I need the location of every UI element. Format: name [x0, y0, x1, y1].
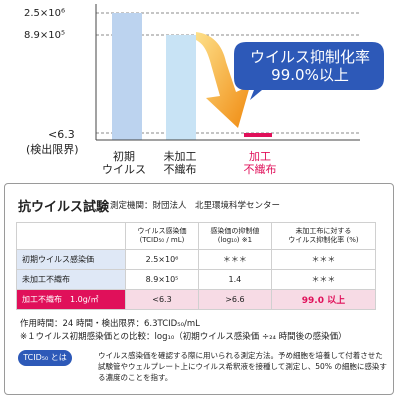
table-row: 未加工不織布 8.9×10⁵ 1.4 ＊＊＊: [16, 269, 377, 290]
results-table: ウイルス感染価 (TCID₅₀ / mL) 感染価の抑制値 (log₁₀) ※1…: [16, 222, 377, 310]
table-cell: 8.9×10⁵: [125, 269, 199, 290]
table-row-highlight: 加工不織布 1.0g/㎡ <6.3 >6.6 99.0 以上: [16, 289, 377, 310]
table-cell: 2.5×10⁶: [125, 249, 199, 270]
table-cell: 1.4: [197, 269, 272, 290]
table-header-cell: [16, 222, 126, 250]
bar: [244, 133, 272, 137]
callout-text: ウイルス抑制化率 99.0%以上: [236, 48, 384, 84]
measurement-org: 測定機関：財団法人 北里環境科学センター: [110, 201, 281, 211]
table-row: 初期ウイルス感染価 2.5×10⁶ ＊＊＊ ＊＊＊: [16, 249, 377, 270]
table-cell: ＊＊＊: [197, 249, 272, 270]
table-header-cell: 未加工布に対する ウイルス抑制化率 (%): [270, 222, 377, 250]
callout-line1: ウイルス抑制化率: [249, 48, 370, 66]
detection-limit-label: (検出限界): [26, 143, 79, 156]
bar: [112, 13, 142, 140]
decline-arrow: [196, 32, 250, 128]
table-cell: >6.6: [197, 289, 272, 310]
table-cell-highlight: 99.0 以上: [270, 289, 377, 310]
table-header-cell: ウイルス感染価 (TCID₅₀ / mL): [125, 222, 199, 250]
table-header-row: ウイルス感染価 (TCID₅₀ / mL) 感染価の抑制値 (log₁₀) ※1…: [16, 222, 377, 250]
table-cell: <6.3: [125, 289, 199, 310]
info-panel: [4, 183, 394, 395]
bar: [166, 35, 196, 140]
callout-bubble: [234, 42, 384, 100]
tcid-explanation: ウイルス感染価を確認する際に用いられる測定方法。予め細胞を培養して付着させた試験…: [98, 351, 387, 382]
row-label: 初期ウイルス感染価: [16, 249, 126, 270]
bars: [112, 13, 272, 140]
y-tick-label: <6.3: [48, 128, 75, 141]
panel-title: 抗ウイルス試験: [18, 200, 110, 215]
y-tick-label: 8.9×10⁵: [24, 30, 66, 41]
bar-chart: [95, 4, 384, 141]
note-footnote: ※１ウイルス初期感染価との比較：log₁₀（初期ウイルス感染価 ÷₂₄ 時間後の…: [20, 332, 347, 342]
tcid-badge: TCID₅₀ とは: [18, 350, 72, 366]
table-cell: ＊＊＊: [270, 249, 377, 270]
x-category-label: 初期 ウイルス: [102, 150, 146, 176]
x-category-label: 未加工 不織布: [163, 150, 197, 176]
callout-line2: 99.0%以上: [271, 66, 349, 84]
table-header-cell: 感染価の抑制値 (log₁₀) ※1: [197, 222, 272, 250]
x-category-label: 加工 不織布: [243, 150, 277, 176]
note-conditions: 作用時間：24 時間・検出限界：6.3TCID₅₀/mL: [20, 319, 200, 329]
gridlines: [96, 12, 360, 134]
row-label: 未加工不織布: [16, 269, 126, 290]
table-cell: ＊＊＊: [270, 269, 377, 290]
y-tick-label: 2.5×10⁶: [24, 8, 66, 19]
row-label: 加工不織布 1.0g/㎡: [16, 289, 126, 310]
